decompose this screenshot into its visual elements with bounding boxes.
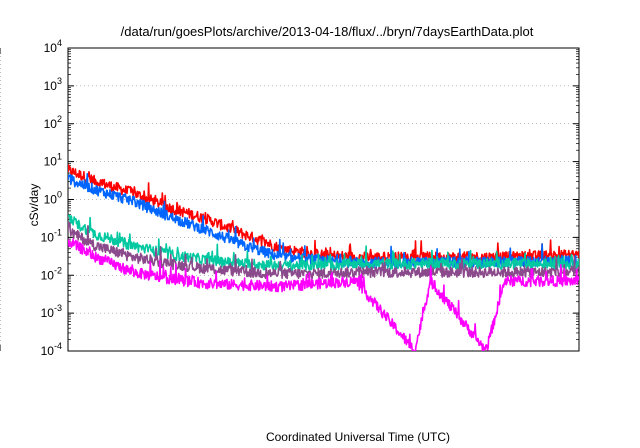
chart-title: /data/run/goesPlots/archive/2013-04-18/f… (121, 24, 534, 39)
y-tick-label: 103 (44, 76, 62, 93)
y-tick-label: 100 (44, 190, 62, 207)
x-axis-label: Coordinated Universal Time (UTC) (266, 430, 450, 444)
y-tick-label: 10-2 (41, 265, 62, 282)
y-tick-label: 101 (44, 152, 62, 169)
y-tick-label: 104 (44, 38, 62, 55)
series-line-1 (68, 164, 579, 264)
y-axis-label: cSv/day (27, 184, 41, 227)
y-tick-label: 10-4 (41, 341, 62, 358)
plot-area (0, 47, 580, 352)
y-tick-label: 10-1 (41, 227, 62, 244)
series-line-5 (68, 238, 579, 351)
series-line-3 (68, 214, 579, 272)
y-tick-label: 102 (44, 114, 62, 131)
y-axis: 10-4 10-3 10-2 10-1 100 101 102 103 104 (41, 38, 62, 358)
y-tick-label: 10-3 (41, 303, 62, 320)
series-line-4 (68, 221, 579, 280)
